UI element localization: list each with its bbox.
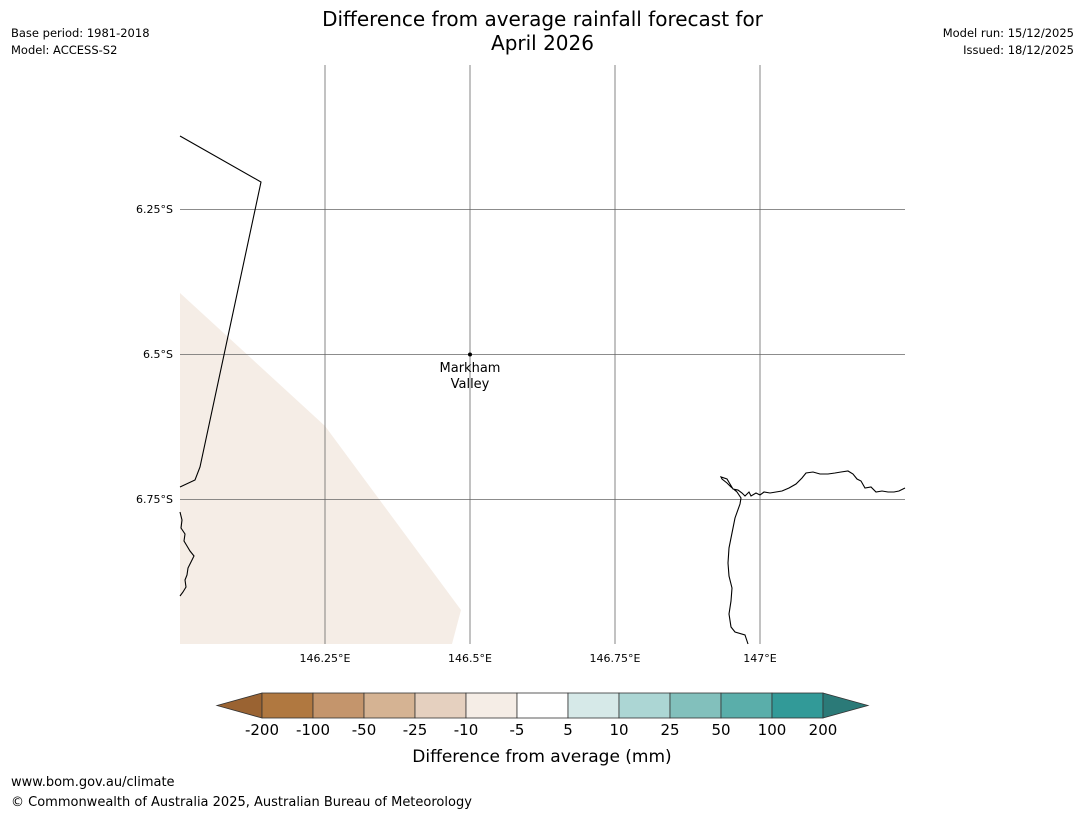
legend-arrow-below-min [215,692,263,719]
markham-valley-marker [468,352,472,357]
legend-bin-5 [516,692,569,719]
latitude-gridlines [180,209,905,500]
base-period-text: Base period: 1981-2018 [11,26,150,40]
place-label-line-2: Valley [451,377,490,392]
coastline-east [719,470,906,645]
model-run-text: Model run: 15/12/2025 [942,26,1074,40]
legend-tick-label: -25 [403,721,428,739]
boundary-line [179,135,262,488]
legend-arrow-above-max [822,692,870,719]
forecast-region-shading [180,293,461,644]
lat-label-6-5: 6.5°S [143,348,173,361]
legend-tick-label: 50 [711,721,730,739]
legend-tick-label: 100 [758,721,787,739]
legend-tick-label: -10 [454,721,479,739]
coastline-west [179,511,195,597]
lon-label-146-5: 146.5°E [448,652,492,665]
legend-bin-7 [618,692,671,719]
legend-tick-label: -5 [510,721,525,739]
legend-bin-2 [363,692,416,719]
legend-tick-label: 25 [660,721,679,739]
footer-copyright: © Commonwealth of Australia 2025, Austra… [11,795,472,810]
legend-bin-0 [261,692,314,719]
map-title: Difference from average rainfall forecas… [0,7,1085,55]
legend-tick-label: -50 [352,721,377,739]
model-text: Model: ACCESS-S2 [11,43,118,57]
legend-colorbar: -200 -100 -50 -25 -10 -5 5 10 25 50 100 200 [215,692,870,739]
legend-bin-8 [669,692,722,719]
lat-label-6-75: 6.75°S [136,493,173,506]
legend-bin-9 [720,692,773,719]
legend-tick-label: 200 [809,721,838,739]
metadata-right: Model run: 15/12/2025 Issued: 18/12/2025 [943,25,1074,59]
title-line-1: Difference from average rainfall forecas… [322,7,763,31]
legend-bin-10 [771,692,824,719]
title-line-2: April 2026 [491,31,594,55]
legend-tick-label: 10 [609,721,628,739]
lat-label-6-25: 6.25°S [136,203,173,216]
place-label-line-1: Markham [440,361,501,376]
legend-tick-label: -100 [296,721,330,739]
lon-label-146-75: 146.75°E [590,652,641,665]
legend-bin-1 [312,692,365,719]
footer-url: www.bom.gov.au/climate [11,775,175,790]
lon-label-146-25: 146.25°E [300,652,351,665]
legend-tick-labels: -200 -100 -50 -25 -10 -5 5 10 25 50 100 200 [245,721,837,739]
metadata-left: Base period: 1981-2018 Model: ACCESS-S2 [11,25,150,59]
legend-bin-4 [465,692,518,719]
lon-label-147: 147°E [743,652,776,665]
legend-bin-6 [567,692,620,719]
legend-bins [261,692,824,719]
legend-tick-label: -200 [245,721,279,739]
legend-tick-label: 5 [563,721,573,739]
legend-title: Difference from average (mm) [412,747,671,767]
legend-bin-3 [414,692,467,719]
issued-text: Issued: 18/12/2025 [963,43,1074,57]
